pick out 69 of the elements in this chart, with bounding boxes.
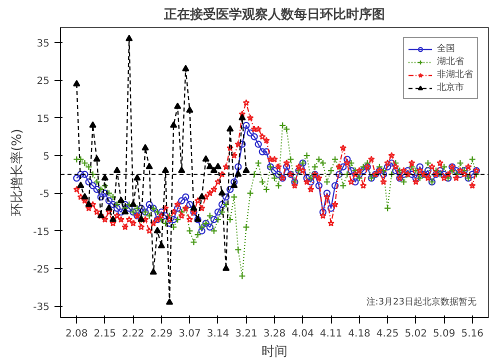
point <box>81 192 88 200</box>
x-tick-label: 2.29 <box>150 328 173 340</box>
point <box>122 208 129 214</box>
point <box>218 189 226 196</box>
x-tick-label: 5.16 <box>461 328 484 340</box>
x-tick-label: 4.04 <box>292 328 314 340</box>
chart-title: 正在接受医学观察人数每日环比时序图 <box>163 6 385 22</box>
point <box>214 162 222 170</box>
y-tick-label: -35 <box>33 302 50 314</box>
annotation: 注:3月23日起北京数据暂无 <box>366 296 477 308</box>
point <box>73 80 80 86</box>
point <box>146 162 153 170</box>
point <box>170 121 178 128</box>
point <box>190 204 198 211</box>
point <box>210 166 218 173</box>
point <box>154 226 162 234</box>
x-tick-label: 3.14 <box>206 328 230 340</box>
point <box>113 166 121 173</box>
x-tick-label: 4.11 <box>320 328 342 340</box>
point <box>85 200 92 207</box>
point <box>238 114 246 120</box>
point <box>178 166 186 173</box>
legend-label: 湖北省 <box>437 56 464 68</box>
point <box>109 216 117 222</box>
x-tick-label: 3.21 <box>235 328 258 340</box>
x-tick-label: 5.09 <box>432 328 456 340</box>
x-tick-label: 3.28 <box>263 328 286 340</box>
point <box>142 144 149 150</box>
point <box>126 34 133 42</box>
point <box>186 106 194 113</box>
x-tick-label: 4.25 <box>376 328 399 340</box>
point <box>101 174 109 180</box>
point <box>198 192 206 200</box>
point <box>230 182 238 188</box>
y-tick-label: 5 <box>43 152 50 163</box>
point <box>202 155 210 162</box>
point <box>174 102 182 109</box>
x-tick-label: 2.08 <box>66 328 88 340</box>
y-tick-label: -15 <box>33 226 50 238</box>
point <box>226 125 234 132</box>
point <box>89 121 96 128</box>
point <box>166 298 174 305</box>
point <box>130 200 137 207</box>
x-tick-label: 3.07 <box>178 328 201 340</box>
y-tick-label: 15 <box>36 114 50 125</box>
point <box>158 242 166 248</box>
x-axis-title: 时间 <box>262 344 288 360</box>
point <box>105 204 113 211</box>
y-tick-label: -5 <box>40 189 50 200</box>
y-tick-label: 35 <box>36 38 50 50</box>
y-axis-title: 环比增长率(%) <box>9 128 26 216</box>
point <box>93 155 100 162</box>
point <box>222 264 230 271</box>
legend-label: 北京市 <box>437 82 464 94</box>
point <box>182 64 190 72</box>
point <box>206 162 214 170</box>
x-tick-label: 2.22 <box>122 328 144 340</box>
x-tick-label: 4.18 <box>348 328 370 340</box>
x-tick-label: 2.15 <box>94 328 116 340</box>
point <box>134 174 141 180</box>
legend-label: 全国 <box>437 42 456 55</box>
point <box>77 182 84 188</box>
point <box>242 166 250 173</box>
point <box>150 268 157 275</box>
point <box>162 166 170 173</box>
x-tick-label: 5.02 <box>404 328 427 340</box>
y-tick-label: 25 <box>36 76 50 88</box>
y-tick-label: -25 <box>33 264 50 276</box>
legend-label: 非湖北省 <box>437 68 473 81</box>
